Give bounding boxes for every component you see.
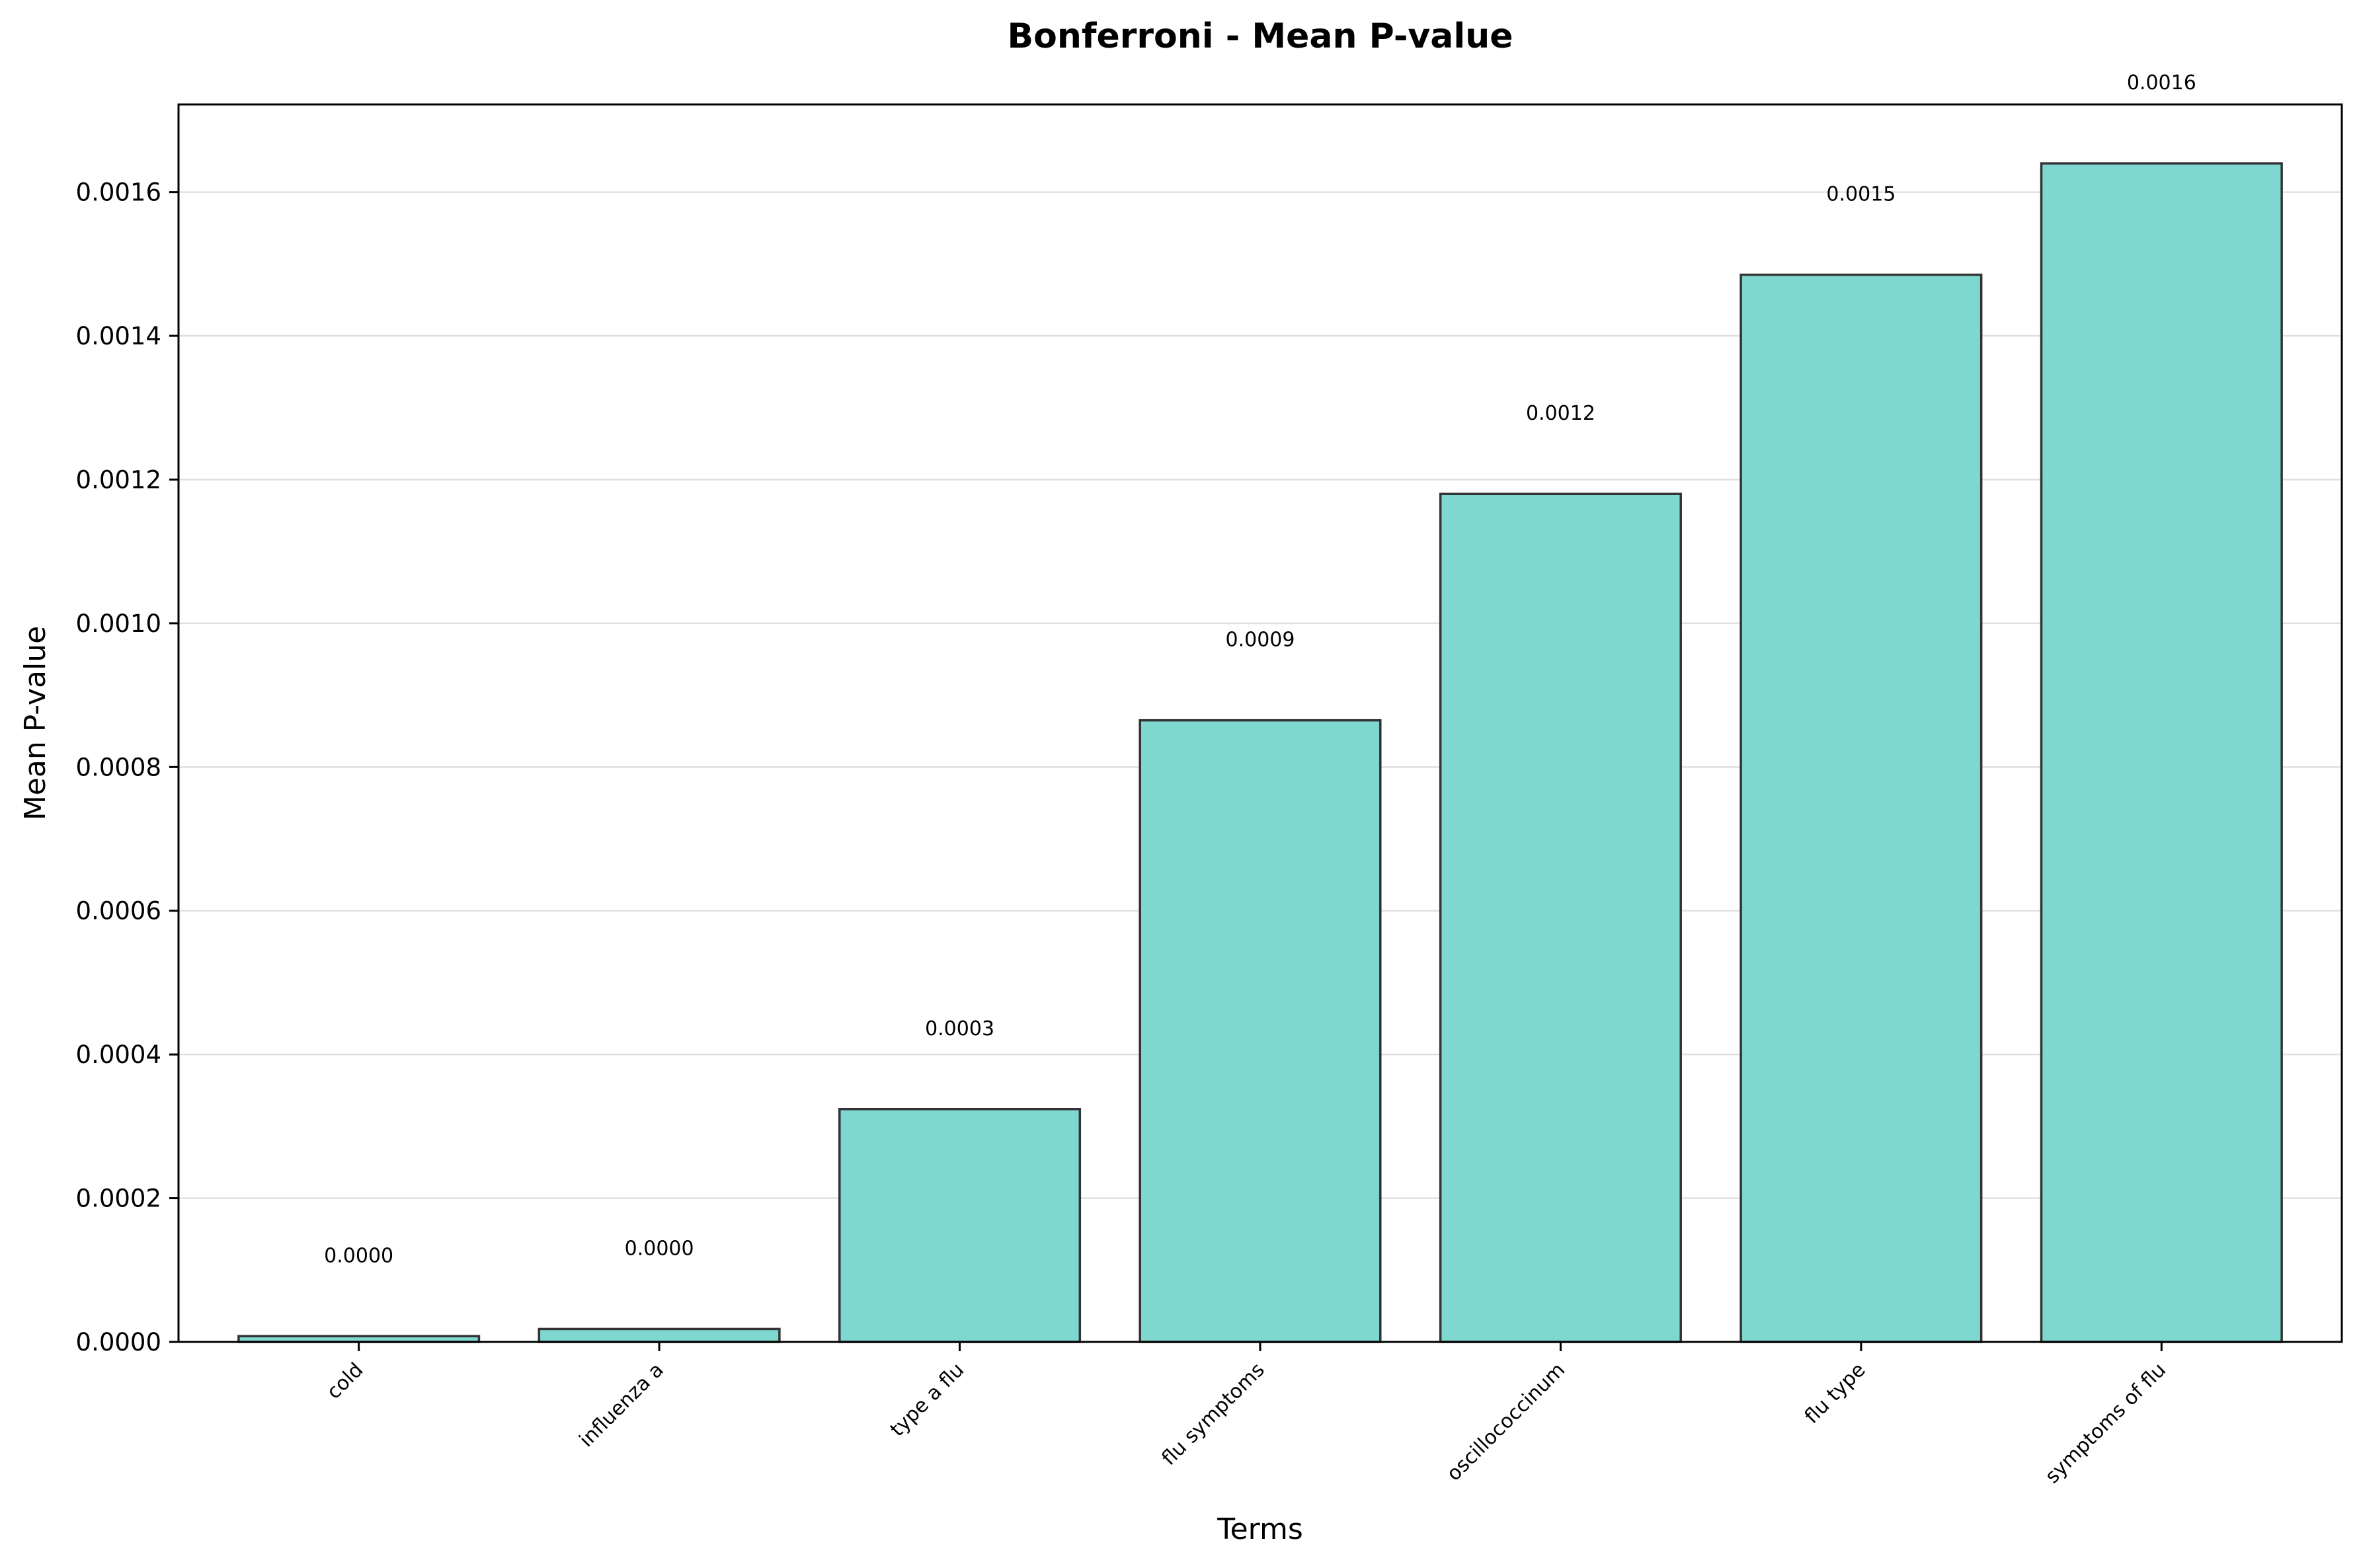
y-axis-ticks: 0.0000 0.0002 0.0004 0.0006 0.0008 0.0010 0.00…: [76, 178, 179, 1356]
x-axis-title: Terms: [1217, 1512, 1303, 1546]
bar-value-label: 0.0003: [925, 1017, 994, 1040]
bar: [1139, 719, 1382, 1343]
bar: [2040, 162, 2283, 1343]
bar-value-label: 0.0009: [1226, 629, 1295, 652]
y-axis-title: Mean P-value: [19, 626, 52, 820]
bar: [1739, 273, 1983, 1343]
bar-value-label: 0.0000: [324, 1244, 393, 1267]
y-tick-label: 0.0006: [76, 897, 161, 925]
bar-value-label: 0.0000: [625, 1237, 694, 1260]
y-tick-label: 0.0000: [76, 1328, 161, 1356]
y-tick-label: 0.0010: [76, 609, 161, 638]
bars: [237, 162, 2283, 1343]
bar-value-label: 0.0012: [1526, 402, 1595, 425]
y-tick-label: 0.0014: [76, 322, 161, 350]
y-tick-label: 0.0008: [76, 753, 161, 781]
y-tick-label: 0.0012: [76, 465, 161, 494]
y-tick-label: 0.0004: [76, 1040, 161, 1069]
bar: [538, 1327, 781, 1343]
y-tick-label: 0.0016: [76, 178, 161, 207]
bar: [1439, 492, 1682, 1343]
y-tick-label: 0.0002: [76, 1185, 161, 1213]
bar-value-label: 0.0015: [1826, 183, 1896, 206]
bar: [838, 1108, 1082, 1343]
bar-value-label: 0.0016: [2127, 71, 2196, 95]
chart-title: Bonferroni - Mean P-value: [1007, 17, 1513, 56]
data-labels: 0.0000 0.0000 0.0003 0.0009 0.0012 0.0015 0.00…: [324, 71, 2196, 1267]
